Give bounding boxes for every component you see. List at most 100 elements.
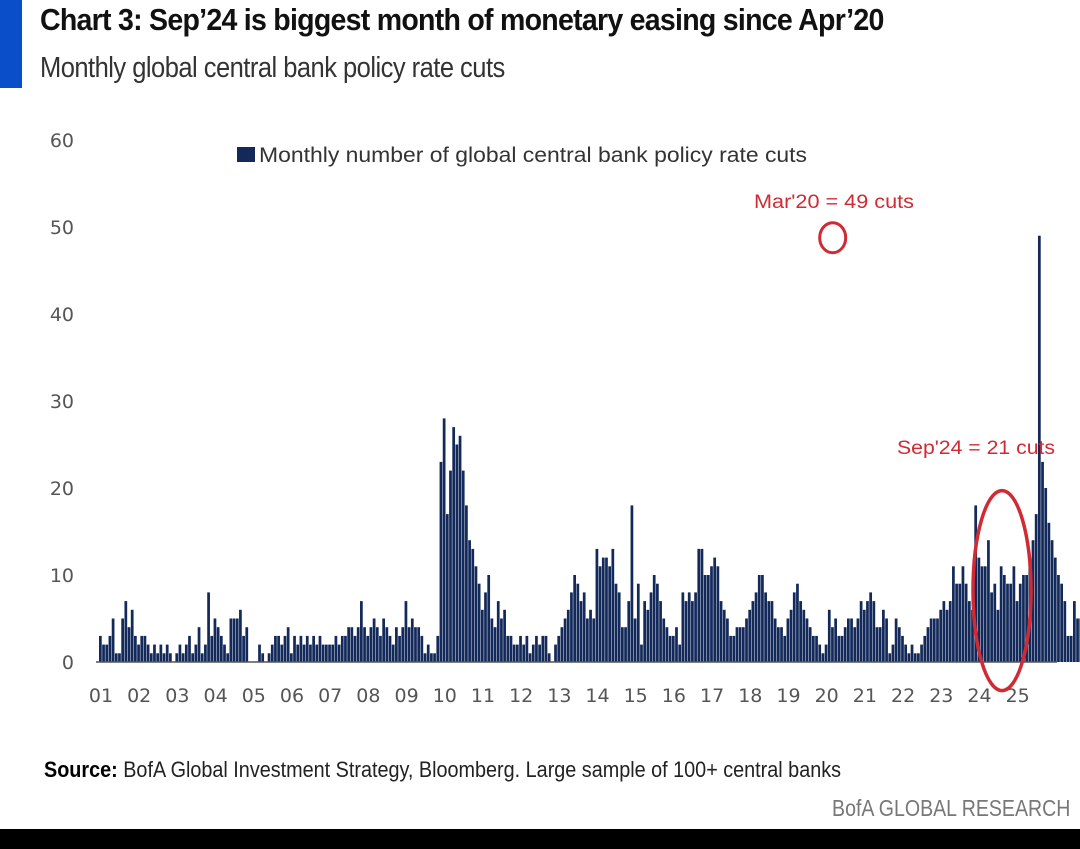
bar [719,601,723,662]
bar [1066,635,1070,662]
bar [859,601,863,662]
bar [834,618,837,662]
bar [589,609,592,662]
bar [652,575,656,662]
bar [614,583,618,662]
bar [1022,575,1025,662]
x-tick-label: 07 [318,685,342,707]
bar [926,627,930,662]
bar [662,618,666,662]
bar [544,635,548,662]
bar [324,644,328,662]
bar [792,592,796,662]
x-tick-label: 01 [89,685,113,707]
bar [636,583,640,662]
bar [831,627,834,662]
bar [748,609,752,662]
bar [401,627,405,662]
bar [862,609,866,662]
bar [894,618,898,662]
bar [681,592,685,662]
bar [468,540,471,662]
bar [837,635,841,662]
y-tick-label: 20 [50,478,74,500]
y-tick-label: 30 [50,391,74,413]
bar [102,644,105,662]
bar [108,635,112,662]
x-tick-label: 15 [624,685,648,707]
bar [188,635,191,662]
bar [605,557,608,662]
bar [948,601,952,662]
bar [531,644,535,662]
bar [872,601,876,662]
source-note: Source: BofA Global Investment Strategy,… [44,757,841,783]
bar [366,635,370,662]
bar [471,548,475,662]
bar [694,592,697,662]
bar [761,575,764,662]
bar [961,566,965,662]
bar [764,592,767,662]
bar [121,618,125,662]
bar [907,653,911,662]
bar [958,583,962,662]
bar [649,592,653,662]
bar [601,557,605,662]
bar [242,635,245,662]
bar [821,653,825,662]
bar [143,635,147,662]
bar [754,592,758,662]
bar [1053,557,1057,662]
x-tick-label: 04 [204,685,228,707]
bar [799,601,802,662]
chart-subtitle: Monthly global central bank policy rate … [40,52,505,84]
bar [414,627,417,662]
bar [382,618,386,662]
bar [996,609,1000,662]
bar [519,635,522,662]
bar [420,635,424,662]
bar [461,470,465,662]
bar [920,644,923,662]
bar [885,618,888,662]
bar [808,627,812,662]
bar [127,627,131,662]
bar [210,635,214,662]
bar [458,435,462,662]
bar [1063,601,1067,662]
bar [999,566,1003,662]
bar [503,609,506,662]
bar [226,653,230,662]
bar [302,644,306,662]
bar [490,618,494,662]
bar [706,575,710,662]
bar [592,618,596,662]
bar [130,609,134,662]
bar [878,627,882,662]
bar [512,644,516,662]
chart-title: Chart 3: Sep’24 is biggest month of mone… [40,2,884,37]
bar [939,609,943,662]
bar [971,609,974,662]
bar [286,627,290,662]
bar [245,627,249,662]
bar [827,609,831,662]
bar [258,644,261,662]
y-tick-label: 0 [62,652,74,674]
bar [118,653,121,662]
bar [318,635,322,662]
bar [334,635,338,662]
bar [178,644,182,662]
bar [277,635,280,662]
x-tick-label: 18 [738,685,762,707]
bar [910,644,914,662]
bar [659,601,662,662]
bar [445,514,449,662]
x-tick-label: 03 [165,685,189,707]
bar [786,618,790,662]
bar [280,644,284,662]
bar [350,627,354,662]
bar [379,635,382,662]
bar [678,644,682,662]
